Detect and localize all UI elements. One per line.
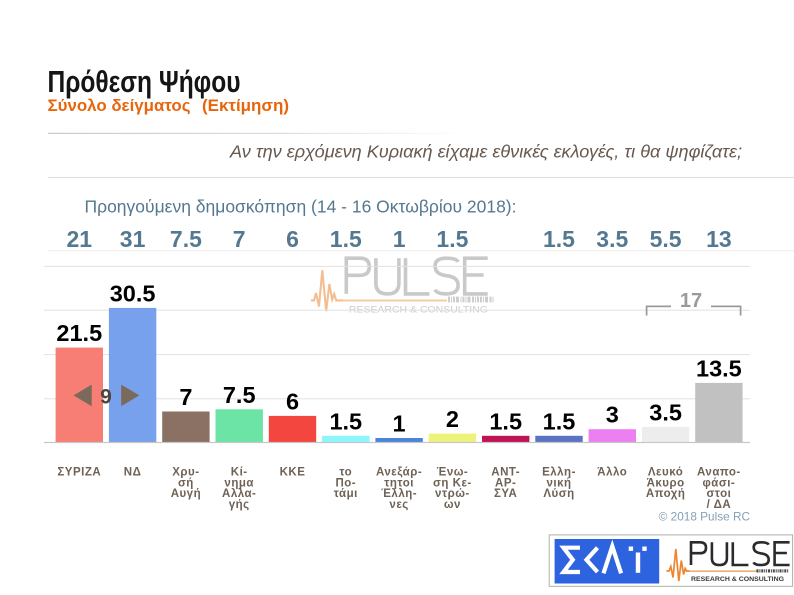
svg-text:RESEARCH & CONSULTING: RESEARCH & CONSULTING [349,304,488,314]
svg-text:1.5: 1.5 [330,226,362,252]
svg-text:ΣΥΡΙΖΑ: ΣΥΡΙΖΑ [57,467,101,479]
svg-text:νική: νική [546,477,571,489]
svg-text:στοι: στοι [706,488,731,500]
svg-text:Χρυ-: Χρυ- [172,467,199,479]
svg-text:ΑΡ-: ΑΡ- [495,477,516,489]
svg-text:Αποχή: Αποχή [646,488,686,500]
svg-text:RESEARCH & CONSULTING: RESEARCH & CONSULTING [691,576,784,583]
svg-text:/ ΔΑ: / ΔΑ [707,499,732,511]
svg-text:31: 31 [120,226,146,252]
svg-text:(Εκτίμηση): (Εκτίμηση) [202,97,289,115]
svg-text:© 2018 Pulse RC: © 2018 Pulse RC [659,510,751,524]
svg-text:Ένω-: Ένω- [437,467,469,479]
svg-text:1.5: 1.5 [489,408,522,434]
svg-text:Κί-: Κί- [231,467,248,479]
svg-text:30.5: 30.5 [110,280,156,306]
svg-text:2: 2 [446,406,459,432]
svg-text:Αλλα-: Αλλα- [222,488,256,500]
svg-text:21: 21 [67,226,93,252]
svg-text:Άλλο: Άλλο [597,467,627,479]
svg-text:6: 6 [286,388,299,414]
svg-text:7: 7 [179,384,192,410]
svg-text:7.5: 7.5 [170,226,202,252]
svg-text:3: 3 [606,402,619,428]
svg-text:ση Κε-: ση Κε- [433,477,472,489]
svg-text:Αυγή: Αυγή [171,488,201,500]
svg-text:ντρώ-: ντρώ- [435,488,470,500]
svg-text:9: 9 [100,385,112,408]
svg-text:Ελλη-: Ελλη- [542,467,576,479]
svg-text:ΝΔ: ΝΔ [124,467,142,479]
svg-text:1.5: 1.5 [543,226,575,252]
svg-text:Πρόθεση Ψήφου: Πρόθεση Ψήφου [48,64,241,99]
svg-text:1.5: 1.5 [436,226,468,252]
svg-text:1.5: 1.5 [329,408,362,434]
svg-text:13.5: 13.5 [696,355,742,381]
svg-text:Λύση: Λύση [543,488,574,500]
svg-text:τάμι: τάμι [334,488,358,500]
svg-text:7.5: 7.5 [223,382,256,408]
svg-text:Αναπο-: Αναπο- [697,467,741,479]
svg-text:17: 17 [680,290,702,312]
svg-text:1: 1 [393,411,406,437]
svg-text:νημα: νημα [224,477,254,489]
svg-text:τητοι: τητοι [384,477,414,489]
svg-text:1: 1 [393,226,406,252]
svg-text:ΑΝΤ-: ΑΝΤ- [491,467,520,479]
svg-text:Πο-: Πο- [335,477,356,489]
svg-text:το: το [339,467,352,479]
svg-text:ων: ων [444,499,461,511]
svg-text:21.5: 21.5 [56,320,102,346]
svg-text:σή: σή [178,477,194,489]
svg-text:3.5: 3.5 [596,226,628,252]
svg-text:Προηγούμενη δημοσκόπηση (14 -: Προηγούμενη δημοσκόπηση (14 - 16 Οκτωβρί… [85,197,517,217]
svg-text:Αν την ερχόμενη Κυριακή είχαμε: Αν την ερχόμενη Κυριακή είχαμε εθνικές ε… [229,142,742,162]
svg-text:13: 13 [706,226,732,252]
svg-text:νες: νες [389,499,408,511]
svg-text:Άκυρο: Άκυρο [647,477,685,489]
svg-text:3.5: 3.5 [649,400,682,426]
svg-text:γής: γής [229,499,250,511]
svg-text:ΚΚΕ: ΚΚΕ [280,467,306,479]
svg-text:ΣΥΑ: ΣΥΑ [494,488,517,500]
svg-text:Ανεξάρ-: Ανεξάρ- [376,467,422,479]
svg-text:Έλλη-: Έλλη- [381,488,417,500]
svg-text:Σύνολο δείγματος: Σύνολο δείγματος [48,97,191,115]
svg-text:1.5: 1.5 [543,408,576,434]
svg-text:7: 7 [233,226,246,252]
svg-text:5.5: 5.5 [650,226,682,252]
svg-text:Λευκό: Λευκό [648,467,683,479]
svg-text:6: 6 [286,226,299,252]
svg-text:φάσι-: φάσι- [703,477,736,489]
